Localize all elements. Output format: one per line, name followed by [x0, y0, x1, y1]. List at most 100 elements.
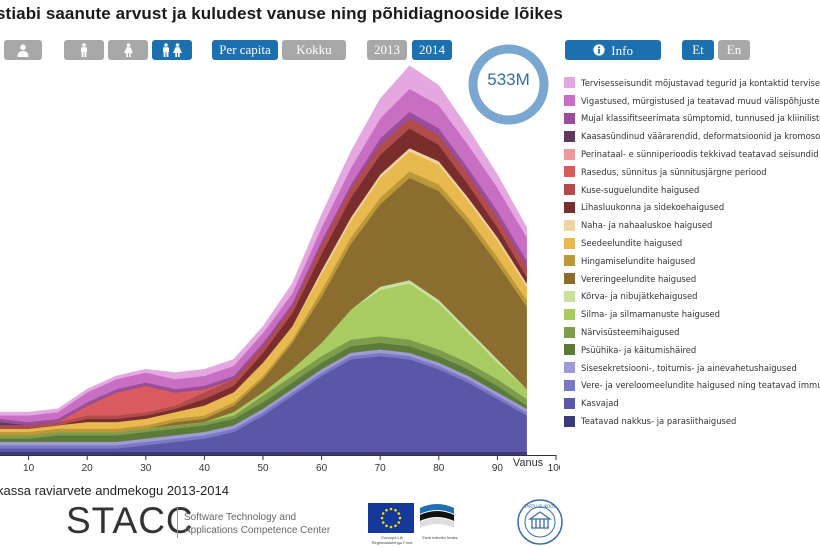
legend-item[interactable]: Vere- ja vereloomeelundite haigused ning… — [564, 377, 820, 395]
eu-flag-logo — [368, 503, 414, 533]
eu-star — [394, 508, 397, 512]
x-tick-label: 70 — [375, 463, 387, 474]
x-tick-label: 80 — [433, 463, 445, 474]
x-tick-label: 10 — [23, 463, 35, 474]
all-persons-button[interactable] — [4, 40, 42, 60]
legend-item[interactable]: Lihasluukonna ja sidekoehaigused — [564, 199, 820, 217]
legend-swatch — [564, 415, 575, 427]
x-tick-label: 90 — [492, 463, 504, 474]
legend-label: Kasvajad — [581, 398, 619, 409]
legend-item[interactable]: Sisesekretsiooni-, toitumis- ja ainevahe… — [564, 359, 820, 377]
x-tick-label: 60 — [316, 463, 328, 474]
legend-label: Psüühika- ja käitumishäired — [581, 344, 697, 355]
stacc-divider — [177, 508, 178, 538]
legend-swatch — [564, 273, 575, 285]
legend-label: Silma- ja silmamanuste haigused — [581, 309, 720, 320]
legend-item[interactable]: Kasvajad — [564, 394, 820, 412]
lang-et-button[interactable]: Et — [682, 40, 714, 60]
estonia-logo — [420, 504, 454, 528]
year-2014-button[interactable]: 2014 — [412, 40, 452, 60]
per-capita-button[interactable]: Per capita — [212, 40, 278, 60]
legend-label: Tervisesseisundit mõjustavad tegurid ja … — [581, 77, 820, 88]
legend-item[interactable]: Rasedus, sünnitus ja sünnitusjärgne peri… — [564, 163, 820, 181]
legend-label: Lihasluukonna ja sidekoehaigused — [581, 202, 725, 213]
x-tick-label: 20 — [82, 463, 94, 474]
legend-label: Kõrva- ja nibujätkehaigused — [581, 291, 698, 302]
legend-item[interactable]: Psüühika- ja käitumishäired — [564, 341, 820, 359]
cut-off-logo: : — [0, 514, 1, 525]
legend-swatch — [564, 184, 575, 196]
male-icon — [81, 43, 87, 58]
legend-item[interactable]: Kuse-suguelundite haigused — [564, 181, 820, 199]
legend-item[interactable]: Tervisesseisundit mõjustavad tegurid ja … — [564, 74, 820, 92]
legend-item[interactable]: Närvisüsteemihaigused — [564, 323, 820, 341]
x-axis-label: Vanus — [513, 457, 544, 469]
female-button[interactable] — [108, 40, 148, 60]
stacked-area-chart: 10 20 30 40 50 60 70 80 90 100 Vanus — [0, 65, 560, 474]
legend-swatch — [564, 95, 575, 107]
legend-swatch — [564, 326, 575, 338]
total-donut — [468, 44, 549, 125]
eu-star — [381, 512, 385, 515]
legend-label: Sisesekretsiooni-, toitumis- ja ainevahe… — [581, 362, 797, 373]
legend-swatch — [564, 130, 575, 142]
eu-star — [380, 516, 384, 520]
legend-label: Kuse-suguelundite haigused — [581, 184, 700, 195]
legend-swatch — [564, 362, 575, 374]
legend-label: Närvisüsteemihaigused — [581, 327, 680, 338]
legend-swatch — [564, 112, 575, 124]
x-tick-label: 100 — [548, 463, 560, 474]
legend-label: Perinataal- e sünniperioodis tekkivad te… — [581, 149, 819, 160]
legend-swatch — [564, 166, 575, 178]
legend-swatch — [564, 148, 575, 160]
person-icon — [17, 44, 29, 57]
eu-star — [385, 508, 388, 512]
legend-label: Teatavad nakkus- ja parasiithaigused — [581, 416, 737, 427]
legend-item[interactable]: Mujal klassifitseerimata sümptomid, tunn… — [564, 110, 820, 128]
eu-star — [394, 524, 397, 528]
info-button[interactable]: Info — [565, 40, 661, 60]
eu-stars-icon — [380, 507, 402, 529]
legend-swatch — [564, 219, 575, 231]
legend-swatch — [564, 344, 575, 356]
legend-item[interactable]: Teatavad nakkus- ja parasiithaigused — [564, 412, 820, 430]
estonia-caption: Eesti tuleviku heaks — [422, 535, 458, 540]
legend-label: Vere- ja vereloomeelundite haigused ning… — [581, 380, 820, 391]
legend-item[interactable]: Hingamiselundite haigused — [564, 252, 820, 270]
male-female-button[interactable] — [152, 40, 192, 60]
info-label: Info — [611, 43, 633, 59]
eu-star — [397, 512, 401, 515]
total-button[interactable]: Kokku — [282, 40, 346, 60]
area-series-19[interactable] — [0, 65, 527, 416]
x-tick-label: 50 — [257, 463, 269, 474]
stacc-subtitle: Software Technology and Applications Com… — [184, 511, 330, 537]
seal-text: TARTU ÜLIKOOL — [523, 504, 556, 509]
lang-en-button[interactable]: En — [718, 40, 750, 60]
stacc-subtitle-line2: Applications Competence Center — [184, 525, 331, 536]
legend-item[interactable]: Naha- ja nahaaluskoe haigused — [564, 216, 820, 234]
legend-label: Mujal klassifitseerimata sümptomid, tunn… — [581, 113, 820, 124]
legend-item[interactable]: Seedeelundite haigused — [564, 234, 820, 252]
area-series-0[interactable] — [0, 451, 527, 456]
year-2013-button[interactable]: 2013 — [367, 40, 407, 60]
legend-swatch — [564, 201, 575, 213]
male-female-icon — [163, 43, 182, 58]
legend-label: Rasedus, sünnitus ja sünnitusjärgne peri… — [581, 166, 767, 177]
eu-star — [385, 524, 388, 528]
legend-item[interactable]: Vereringeelundite haigused — [564, 270, 820, 288]
legend-item[interactable]: Silma- ja silmamanuste haigused — [564, 305, 820, 323]
legend-item[interactable]: Kõrva- ja nibujätkehaigused — [564, 288, 820, 306]
eu-star — [389, 525, 393, 529]
male-button[interactable] — [64, 40, 104, 60]
x-tick-label: 30 — [140, 463, 152, 474]
legend-label: Vigastused, mürgistused ja teatavad muud… — [581, 95, 820, 106]
legend-item[interactable]: Perinataal- e sünniperioodis tekkivad te… — [564, 145, 820, 163]
legend-item[interactable]: Kaasasündinud väärarendid, deformatsioon… — [564, 127, 820, 145]
legend-swatch — [564, 397, 575, 409]
eu-star — [389, 507, 393, 511]
legend-label: Hingamiselundite haigused — [581, 255, 696, 266]
stacc-subtitle-line1: Software Technology and — [184, 512, 297, 523]
total-value-label: 533M — [487, 70, 530, 89]
legend-swatch — [564, 308, 575, 320]
legend-item[interactable]: Vigastused, mürgistused ja teatavad muud… — [564, 92, 820, 110]
